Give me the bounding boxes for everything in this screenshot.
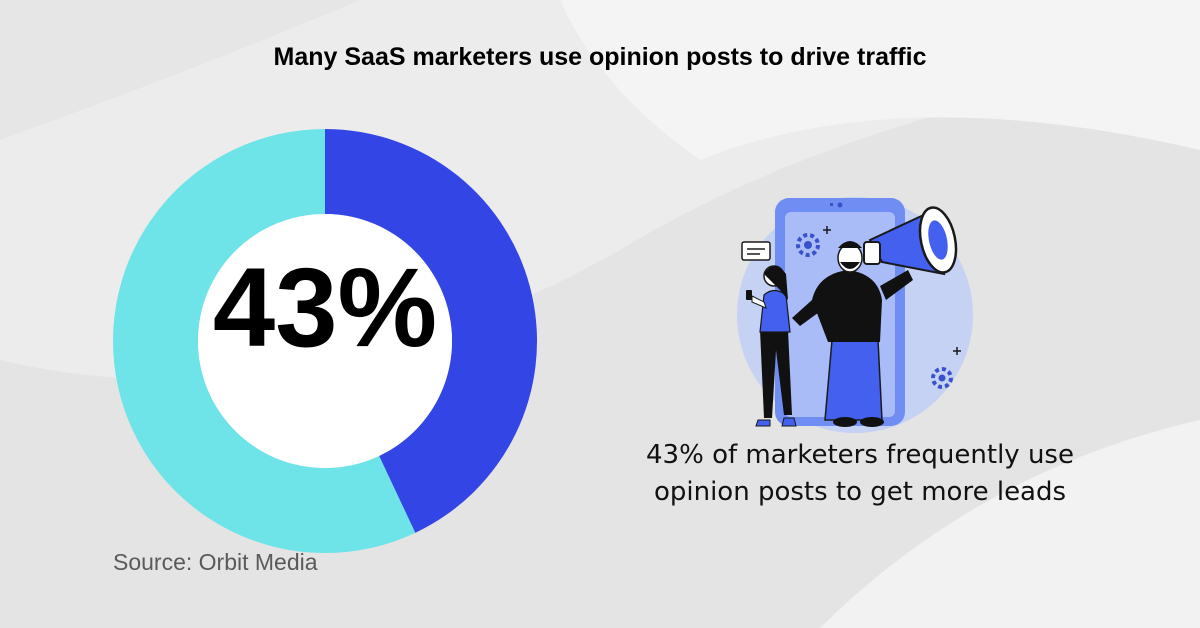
donut-chart <box>113 129 537 553</box>
chart-title: Many SaaS marketers use opinion posts to… <box>273 43 927 71</box>
donut-slice-1 <box>113 129 416 553</box>
source-label: Source: Orbit Media <box>113 549 318 575</box>
donut-hole <box>198 214 452 468</box>
gear-icon <box>796 233 820 257</box>
marketing-illustration <box>737 197 973 433</box>
man-figure <box>792 241 913 427</box>
megaphone-icon <box>863 206 958 276</box>
caption-line: opinion posts to get more leads <box>653 477 1067 507</box>
chat-bubble-icon <box>741 241 771 261</box>
sparkle-icon <box>823 226 961 355</box>
center-percentage-label: 43% <box>212 245 438 370</box>
caption: 43% of marketers frequently use opinion … <box>600 437 1120 511</box>
gear-icon <box>931 367 953 389</box>
caption-line: 43% of marketers frequently use <box>646 440 1074 470</box>
woman-figure <box>746 265 797 427</box>
donut-slice-0 <box>325 129 537 533</box>
